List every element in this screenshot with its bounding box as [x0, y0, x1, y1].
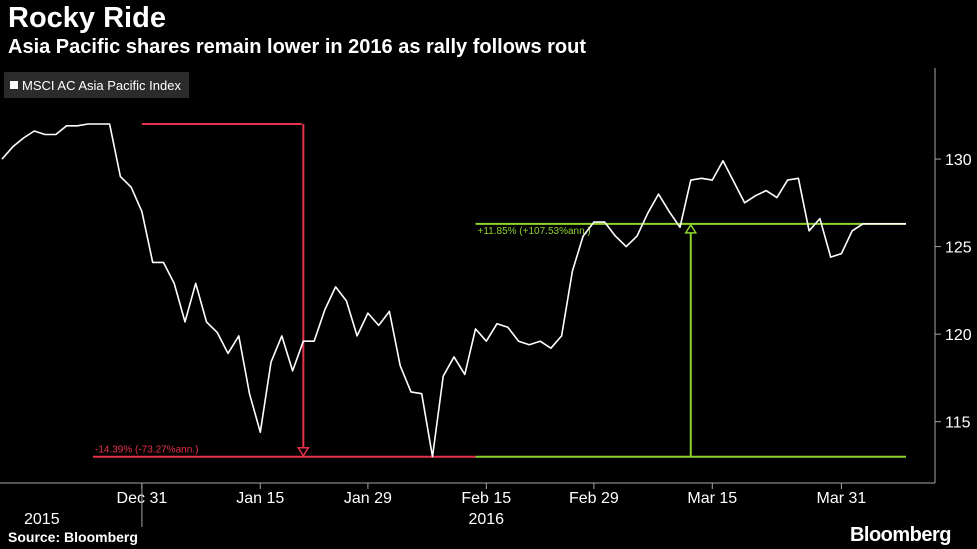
decline-arrow-head	[296, 446, 310, 458]
x-tick-label: Jan 15	[236, 490, 284, 507]
annotations: -14.39% (-73.27%ann.) +11.85% (+107.53%an…	[93, 123, 906, 458]
bloomberg-logo: Bloomberg	[849, 524, 952, 546]
year-label: 2015	[24, 511, 60, 528]
x-tick-label: Jan 29	[344, 490, 392, 507]
decline-label: -14.39% (-73.27%ann.)	[95, 445, 198, 456]
y-tick-label: 115	[945, 415, 971, 432]
x-tick-label: Feb 15	[461, 490, 511, 507]
legend: MSCI AC Asia Pacific Index	[4, 72, 189, 98]
y-tick-label: 130	[945, 152, 972, 169]
rally-arrow-head	[684, 223, 698, 234]
year-label: 2016	[468, 511, 504, 528]
y-tick-label: 125	[945, 240, 972, 257]
x-tick-label: Mar 31	[817, 490, 867, 507]
series-line-msci-ac-asia-pacific	[1, 123, 906, 458]
y-tick-label: 120	[945, 327, 972, 344]
chart-title: Rocky Ride	[8, 2, 166, 34]
x-tick-label: Mar 15	[687, 490, 737, 507]
source-note: Source: Bloomberg	[8, 529, 138, 545]
chart-subtitle: Asia Pacific shares remain lower in 2016…	[8, 36, 587, 58]
legend-swatch	[10, 81, 18, 89]
x-tick-label: Feb 29	[569, 490, 619, 507]
series	[1, 123, 906, 458]
rally-label: +11.85% (+107.53%ann.)	[478, 226, 591, 237]
legend-label: MSCI AC Asia Pacific Index	[22, 77, 181, 93]
